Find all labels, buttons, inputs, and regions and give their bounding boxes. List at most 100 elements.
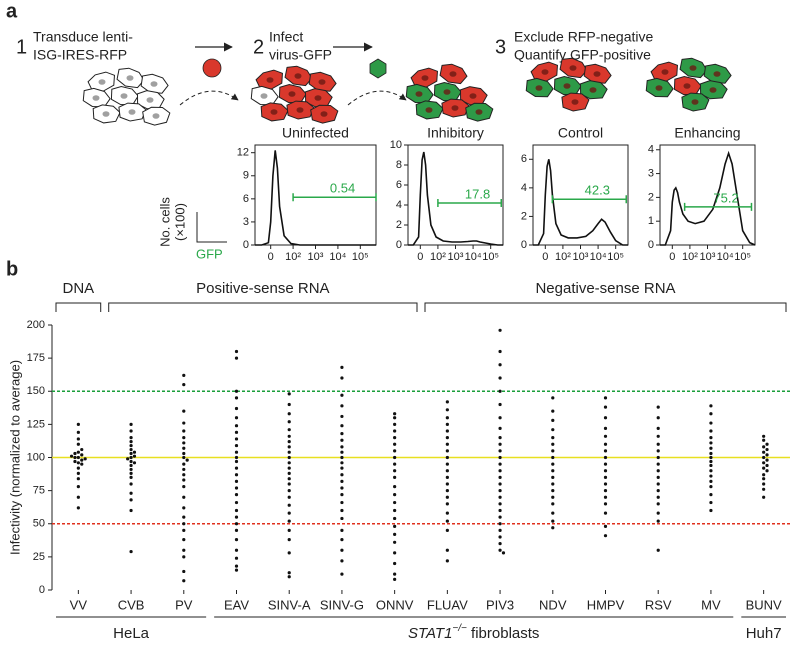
data-point: [656, 502, 660, 506]
data-point: [73, 455, 77, 460]
data-point: [129, 436, 133, 440]
data-point: [765, 463, 769, 468]
data-point: [129, 451, 133, 456]
data-point: [76, 455, 80, 460]
y-tick-label: 10: [390, 139, 402, 151]
nucleus: [425, 107, 433, 113]
data-point: [709, 508, 713, 513]
data-point: [551, 449, 555, 453]
data-point: [182, 473, 186, 477]
data-point: [393, 475, 397, 479]
panel-label: b: [6, 258, 18, 280]
data-point: [73, 459, 77, 464]
data-point: [234, 356, 239, 360]
data-point: [234, 515, 239, 519]
data-point: [656, 426, 660, 430]
data-point: [287, 477, 291, 481]
data-point: [445, 422, 449, 426]
data-point: [445, 408, 449, 412]
data-point: [445, 416, 449, 420]
data-point: [445, 436, 449, 440]
data-point: [498, 535, 502, 539]
data-point: [287, 519, 291, 523]
data-point: [498, 328, 502, 332]
data-point: [185, 458, 189, 462]
data-point: [234, 473, 239, 477]
data-point: [393, 577, 397, 582]
data-point: [182, 515, 186, 519]
data-point: [445, 511, 449, 515]
data-point: [445, 528, 449, 532]
x-tick-label: SINV-A: [268, 597, 311, 612]
data-point: [498, 482, 502, 486]
data-point: [603, 534, 608, 538]
data-point: [234, 396, 239, 400]
data-point: [393, 412, 397, 416]
data-point: [182, 429, 186, 433]
data-point: [234, 522, 239, 526]
nucleus: [421, 75, 429, 81]
nucleus: [314, 95, 322, 101]
data-point: [445, 489, 449, 493]
data-point: [182, 569, 186, 574]
data-point: [234, 389, 239, 393]
gate: [437, 199, 502, 207]
data-point: [182, 555, 186, 559]
x-tick-label: EAV: [224, 597, 249, 612]
x-tick-label: 10⁵: [482, 251, 499, 263]
data-point: [498, 426, 502, 430]
data-point: [340, 450, 344, 454]
nucleus: [569, 65, 577, 71]
data-point: [182, 538, 186, 542]
data-point: [129, 422, 133, 426]
data-point: [551, 502, 555, 506]
data-point: [76, 466, 80, 470]
nucleus: [469, 93, 477, 99]
data-point: [287, 489, 291, 493]
data-point: [129, 429, 133, 433]
data-point: [551, 482, 555, 486]
nucleus: [288, 91, 296, 97]
data-point: [762, 455, 766, 460]
y-tick-label: 0: [39, 584, 45, 596]
x-tick-label: 10²: [555, 251, 571, 263]
data-point: [234, 437, 239, 441]
nucleus: [689, 65, 697, 71]
data-point: [709, 446, 713, 450]
data-point: [393, 469, 397, 473]
y-tick-label: 6: [396, 179, 402, 191]
data-point: [445, 519, 449, 523]
data-point: [287, 466, 291, 470]
gate: [683, 202, 753, 211]
data-point: [182, 467, 186, 472]
data-point: [76, 477, 80, 481]
data-point: [132, 450, 137, 454]
group-bracket: [424, 302, 787, 312]
data-point: [234, 450, 239, 454]
x-tick-label: 10⁴: [717, 251, 734, 263]
data-point: [129, 467, 133, 472]
data-point: [762, 482, 766, 486]
data-point: [340, 486, 344, 490]
data-point: [340, 376, 344, 380]
data-point: [498, 502, 502, 506]
rfp-vector-icon: [202, 58, 222, 78]
axis-key-label: (×100): [172, 203, 187, 241]
x-tick-label: BUNV: [746, 597, 782, 612]
x-tick-label: FLUAV: [427, 597, 468, 612]
data-point: [340, 404, 344, 408]
data-point: [498, 436, 502, 440]
nucleus: [589, 87, 597, 93]
data-point: [656, 475, 660, 479]
data-point: [234, 430, 239, 434]
y-tick-label: 6: [521, 153, 527, 165]
y-tick-label: 175: [27, 352, 45, 364]
axis-key-label: No. cells: [157, 197, 172, 247]
nucleus: [415, 91, 423, 97]
plot-frame: [532, 144, 629, 246]
data-point: [129, 455, 133, 460]
data-point: [234, 486, 239, 490]
data-point: [603, 475, 608, 479]
data-point: [445, 502, 449, 506]
nucleus: [270, 109, 278, 115]
